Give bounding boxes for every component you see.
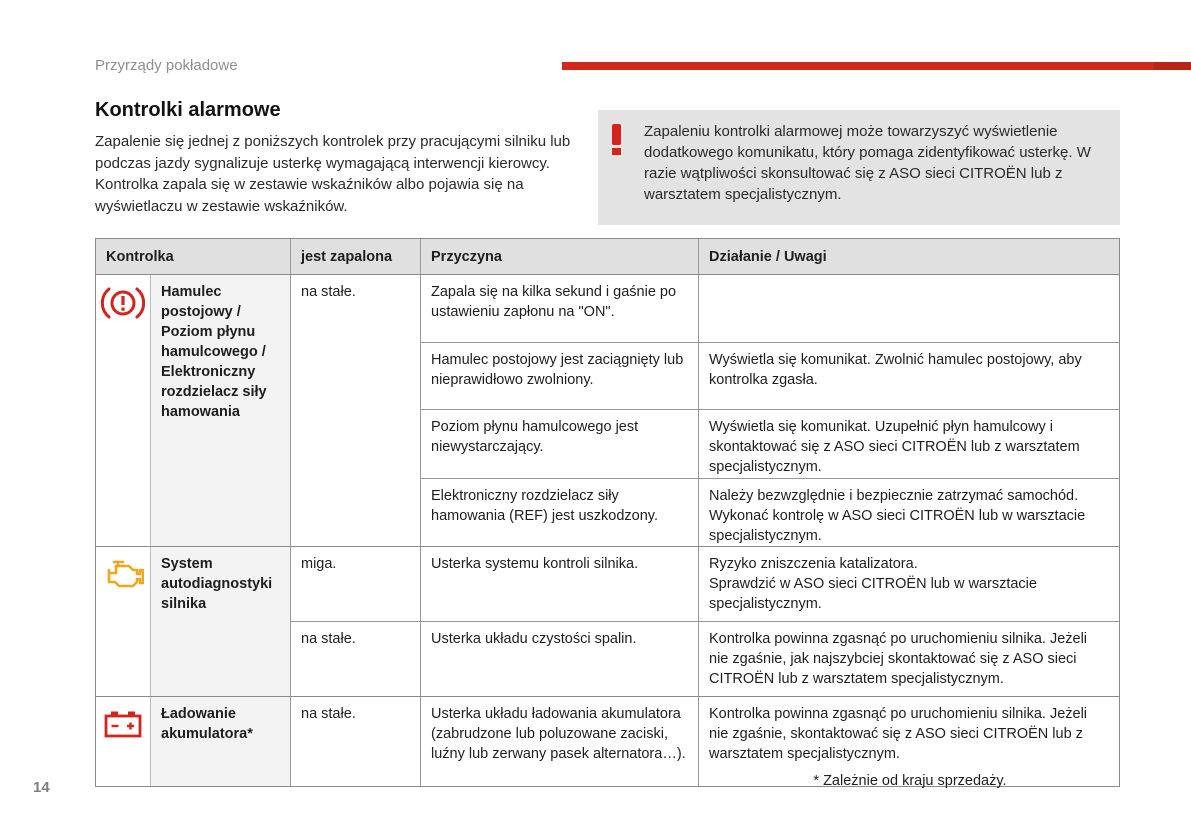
table-subrow: Elektroniczny rozdzielacz siły hamowania… (421, 478, 1119, 546)
table-subrow: miga. Usterka systemu kontroli silnika. … (291, 547, 1119, 621)
action-cell (699, 275, 1119, 342)
warning-note-box: Zapaleniu kontrolki alarmowej może towar… (598, 110, 1120, 225)
cause-cell: Usterka systemu kontroli silnika. (421, 547, 699, 621)
action-cell: Kontrolka powinna zgasnąć po uruchomieni… (709, 706, 1088, 762)
table-header-row: Kontrolka jest zapalona Przyczyna Działa… (96, 239, 1119, 275)
lit-state: na stałe. (291, 697, 421, 786)
cause-cell: Zapala się na kilka sekund i gaśnie po u… (421, 275, 699, 342)
table-subrow: Zapala się na kilka sekund i gaśnie po u… (421, 275, 1119, 342)
table-subrow: Hamulec postojowy jest zaciągnięty lub n… (421, 341, 1119, 409)
engine-icon (96, 547, 151, 696)
table-row-group-brake: Hamulec postojowy / Poziom płynu hamulco… (96, 275, 1119, 547)
cause-cell: Usterka układu czystości spalin. (421, 622, 699, 696)
control-name: Ładowanie akumulatora* (151, 697, 291, 786)
table-subrow: na stałe. Usterka układu czystości spali… (291, 621, 1119, 696)
cause-cell: Elektroniczny rozdzielacz siły hamowania… (421, 479, 699, 546)
page-number: 14 (33, 779, 50, 796)
exclamation-icon (612, 121, 644, 225)
header-cause: Przyczyna (421, 239, 699, 274)
table-footnote: * Zależnie od kraju sprzedaży. (813, 773, 1007, 789)
action-cell: Wyświetla się komunikat. Zwolnić hamulec… (709, 351, 1082, 388)
control-name: System autodiagnostyki silnika (151, 547, 291, 696)
cause-cell: Hamulec postojowy jest zaciągnięty lub n… (421, 342, 699, 409)
header-action: Działanie / Uwagi (709, 248, 827, 265)
accent-bar (562, 62, 1191, 70)
lit-state: na stałe. (291, 275, 421, 546)
action-cell: Wyświetla się komunikat. Uzupełnić płyn … (709, 419, 1080, 475)
cause-cell: Usterka układu ładowania akumulatora (za… (421, 697, 699, 786)
header-control: Kontrolka (96, 239, 291, 274)
battery-icon (96, 697, 151, 786)
table-row-group-battery: Ładowanie akumulatora* na stałe. Usterka… (96, 697, 1119, 786)
table-subrow: Poziom płynu hamulcowego jest niewystarc… (421, 409, 1119, 478)
section-header: Przyrządy pokładowe (95, 57, 238, 74)
intro-paragraph: Zapalenie się jednej z poniższych kontro… (95, 133, 571, 215)
table-subrow: na stałe. Usterka układu ładowania akumu… (291, 697, 1119, 786)
header-lit: jest zapalona (291, 239, 421, 274)
lit-state: miga. (291, 547, 421, 621)
lit-state: na stałe. (291, 622, 421, 696)
page-title: Kontrolki alarmowe (95, 99, 281, 121)
warning-lights-table: Kontrolka jest zapalona Przyczyna Działa… (95, 238, 1120, 787)
brake-warning-icon (96, 275, 151, 546)
action-cell: Kontrolka powinna zgasnąć po uruchomieni… (709, 631, 1088, 687)
control-name: Hamulec postojowy / Poziom płynu hamulco… (151, 275, 291, 546)
table-row-group-engine: System autodiagnostyki silnika miga. Ust… (96, 547, 1119, 697)
warning-note-text: Zapaleniu kontrolki alarmowej może towar… (644, 123, 1091, 203)
cause-cell: Poziom płynu hamulcowego jest niewystarc… (421, 410, 699, 478)
action-cell: Należy bezwzględnie i bezpiecznie zatrzy… (709, 488, 1086, 544)
action-cell: Ryzyko zniszczenia katalizatora. Sprawdz… (709, 556, 1037, 612)
